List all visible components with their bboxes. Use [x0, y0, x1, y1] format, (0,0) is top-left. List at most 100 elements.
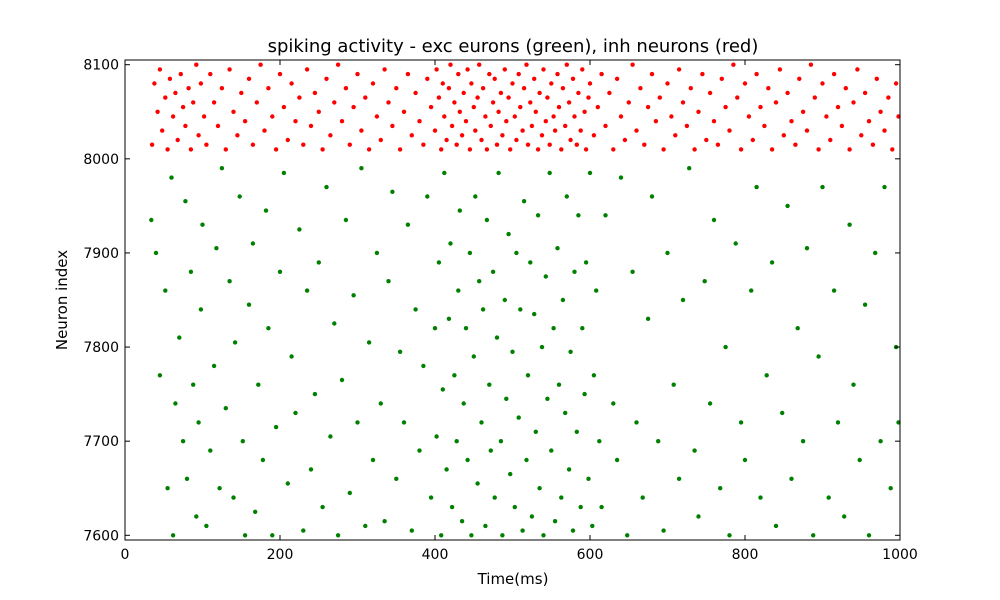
- inh-spike-point: [541, 67, 546, 72]
- exc-spike-point: [475, 481, 480, 486]
- inh-spike-point: [560, 86, 566, 91]
- exc-spike-point: [413, 307, 418, 312]
- exc-spike-point: [390, 189, 395, 194]
- inh-spike-point: [378, 137, 383, 143]
- exc-spike-point: [204, 523, 209, 529]
- inh-spike-point: [312, 90, 318, 96]
- exc-spike-point: [502, 297, 507, 303]
- inh-spike-point: [277, 71, 283, 77]
- inh-spike-point: [559, 147, 564, 152]
- exc-spike-point: [200, 222, 205, 227]
- exc-spike-point: [773, 523, 779, 529]
- inh-spike-point: [793, 142, 798, 147]
- inh-spike-point: [580, 67, 585, 72]
- exc-spike-point: [320, 504, 325, 510]
- exc-spike-point: [533, 429, 538, 434]
- inh-spike-point: [490, 100, 496, 105]
- exc-spike-point: [394, 476, 399, 481]
- exc-spike-point: [405, 222, 411, 227]
- inh-spike-point: [800, 109, 806, 115]
- exc-spike-point: [173, 401, 178, 406]
- inh-spike-point: [167, 76, 173, 82]
- exc-spike-point: [425, 194, 430, 199]
- exc-spike-point: [266, 326, 271, 331]
- exc-spike-point: [480, 307, 486, 312]
- inh-spike-point: [711, 119, 717, 124]
- inh-spike-point: [188, 147, 194, 152]
- exc-spike-point: [487, 382, 492, 387]
- inh-spike-point: [201, 114, 207, 119]
- exc-spike-point: [301, 528, 306, 533]
- inh-spike-point: [700, 71, 705, 77]
- exc-spike-point: [537, 486, 542, 491]
- exc-spike-point: [888, 486, 893, 491]
- exc-spike-point: [256, 382, 261, 387]
- x-tick-label: 1000: [882, 547, 918, 563]
- inh-spike-point: [386, 100, 391, 105]
- inh-spike-point: [401, 109, 407, 115]
- inh-spike-point: [413, 90, 418, 96]
- inh-spike-point: [630, 62, 635, 67]
- inh-spike-point: [487, 71, 492, 77]
- inh-spike-point: [355, 71, 360, 77]
- exc-spike-point: [153, 250, 159, 256]
- exc-spike-point: [456, 288, 461, 293]
- inh-spike-point: [488, 123, 493, 129]
- inh-spike-point: [339, 119, 345, 124]
- inh-spike-point: [731, 62, 736, 67]
- inh-spike-point: [766, 86, 771, 91]
- inh-spike-point: [301, 142, 306, 147]
- exc-spike-point: [293, 410, 298, 416]
- exc-spike-point: [436, 260, 442, 265]
- exc-spike-point: [506, 231, 511, 237]
- exc-spike-point: [473, 194, 478, 199]
- exc-spike-point: [409, 528, 414, 533]
- inh-spike-point: [320, 147, 325, 152]
- exc-spike-point: [289, 354, 294, 359]
- exc-spike-point: [461, 401, 466, 406]
- x-axis-label: Time(ms): [477, 570, 549, 588]
- exc-spike-point: [559, 495, 564, 500]
- inh-spike-point: [316, 109, 321, 115]
- inh-spike-point: [285, 137, 290, 143]
- inh-spike-point: [599, 71, 604, 77]
- inh-spike-point: [669, 114, 674, 119]
- exc-spike-point: [465, 457, 470, 463]
- exc-spike-point: [583, 260, 589, 265]
- y-tick-label: 7700: [83, 434, 119, 450]
- inh-spike-point: [870, 142, 876, 147]
- inh-spike-point: [828, 137, 833, 143]
- inh-spike-point: [696, 109, 701, 115]
- exc-spike-point: [492, 495, 497, 500]
- exc-spike-point: [454, 439, 459, 444]
- exc-spike-point: [551, 326, 556, 331]
- exc-spike-point: [440, 387, 445, 392]
- exc-spike-point: [545, 396, 550, 401]
- inh-spike-point: [508, 147, 513, 152]
- exc-spike-point: [656, 439, 661, 444]
- exc-spike-point: [477, 279, 482, 284]
- exc-spike-point: [183, 199, 188, 204]
- inh-spike-point: [231, 109, 236, 115]
- inh-spike-point: [175, 137, 180, 143]
- exc-spike-point: [680, 297, 686, 303]
- exc-spike-point: [539, 344, 545, 350]
- exc-spike-point: [444, 467, 449, 472]
- inh-spike-point: [170, 114, 176, 119]
- inh-spike-point: [520, 128, 525, 133]
- exc-spike-point: [645, 316, 651, 321]
- inh-spike-point: [586, 95, 591, 100]
- inh-spike-point: [211, 100, 217, 105]
- exc-spike-point: [512, 504, 517, 510]
- inh-spike-point: [878, 109, 883, 115]
- inh-spike-point: [186, 86, 191, 91]
- inh-spike-point: [370, 81, 376, 86]
- exc-spike-point: [591, 373, 597, 378]
- exc-spike-point: [343, 217, 349, 223]
- exc-spike-point: [547, 170, 552, 176]
- inh-spike-point: [789, 119, 794, 124]
- exc-spike-point: [217, 486, 222, 491]
- inh-spike-point: [781, 133, 786, 138]
- exc-spike-point: [250, 241, 256, 246]
- exc-spike-point: [594, 288, 599, 293]
